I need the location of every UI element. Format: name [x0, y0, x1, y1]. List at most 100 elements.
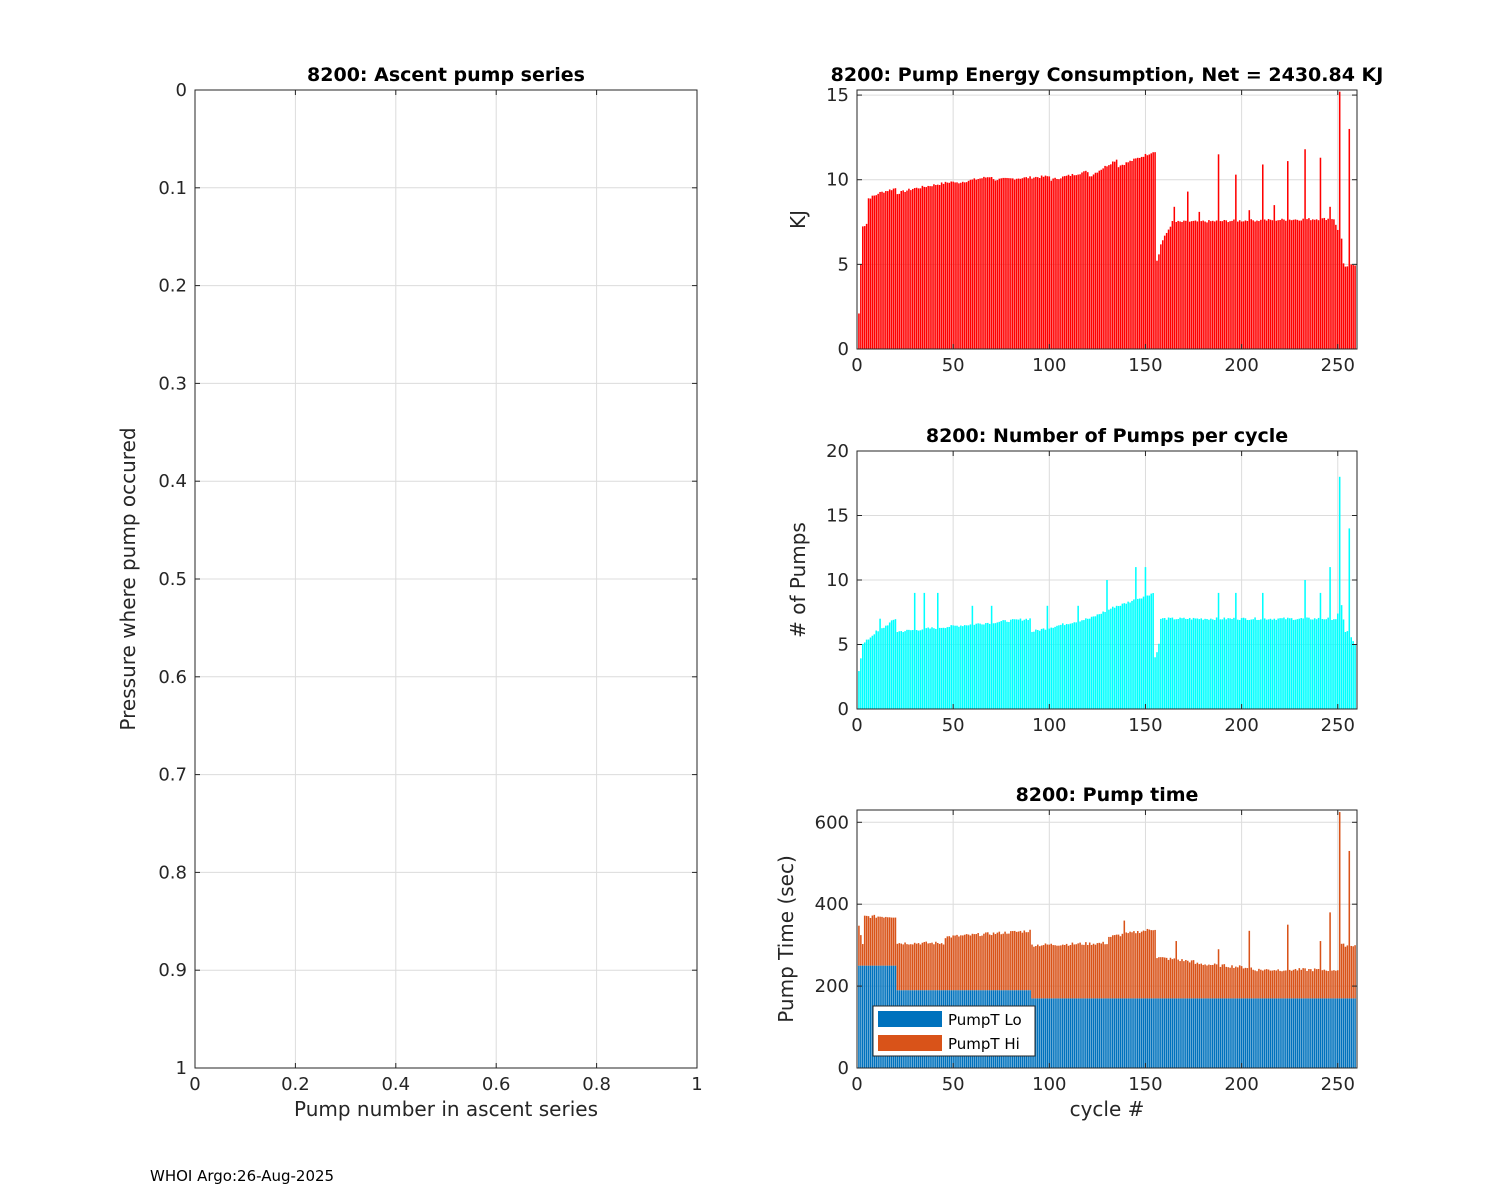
pumps-bar [969, 624, 972, 709]
pumps-bar [1108, 609, 1110, 709]
energy-bar [1156, 260, 1158, 349]
pumptime-bar-lo [1138, 998, 1141, 1068]
pumptime-bar-lo [1262, 998, 1264, 1068]
pumps-bar [1317, 617, 1320, 709]
pumptime-bar-hi [1108, 936, 1110, 999]
pumptime-bar-lo [1090, 998, 1093, 1068]
pumptime-bar-lo [1308, 998, 1310, 1068]
pumps-bar [1002, 620, 1004, 709]
pumptime-bar-hi [1146, 928, 1149, 999]
pumptime-bar-hi [1113, 935, 1116, 999]
ascent-xtick-label: 1 [691, 1074, 702, 1095]
pumps-bar [1187, 619, 1189, 709]
pumps-bar [862, 643, 864, 709]
pumps-bar [1075, 622, 1077, 709]
energy-bar [913, 188, 916, 349]
energy-bar [1158, 254, 1160, 349]
energy-bar [1340, 238, 1343, 349]
pumps-bar [898, 631, 901, 709]
pumptime-bar-lo [1252, 998, 1254, 1068]
pumptime-bar-lo [1054, 998, 1056, 1068]
energy-bar [908, 188, 910, 349]
pumps-bar [1000, 621, 1002, 709]
energy-xtick-label: 0 [851, 355, 862, 376]
pumptime-bar-hi [1277, 969, 1279, 999]
pumptime-bar-lo [1352, 998, 1354, 1068]
energy-bar [1090, 176, 1093, 349]
ascent-xlabel: Pump number in ascent series [294, 1097, 598, 1121]
energy-bar [1094, 172, 1097, 349]
pumps-bar [917, 630, 920, 709]
pumptime-bar-hi [896, 943, 899, 991]
energy-bar [1221, 221, 1224, 349]
pumptime-bar-hi [988, 934, 991, 991]
pumps-bar [913, 592, 916, 709]
pumps-bar [873, 634, 876, 709]
pumptime-bar-hi [977, 933, 979, 991]
pumptime-bar-hi [1313, 968, 1316, 999]
energy-bar [948, 182, 951, 349]
ascent-frame: 0 0.2 0.4 0.6 0.8 100.10.20.30.40.50.60.70.80… [116, 64, 703, 1121]
pumptime-bar-hi [1179, 961, 1181, 999]
energy-bar [1354, 265, 1356, 349]
pumptime-bar-hi [927, 943, 929, 991]
pumptime-bar-hi [1063, 945, 1066, 999]
pumps-bar [990, 605, 993, 709]
pumps-bar [1237, 619, 1239, 709]
pumps-bar [1287, 617, 1289, 709]
pumps-bar [1231, 618, 1233, 709]
pumptime-bar-hi [879, 916, 881, 966]
pumps-bar [1337, 613, 1339, 709]
pumptime-bar-hi [1181, 959, 1183, 999]
pumps-bar [892, 619, 895, 709]
pumps-bar [1148, 595, 1151, 709]
pumps-bar [1304, 580, 1306, 709]
energy-bar [1137, 157, 1139, 349]
pumps-bar [1213, 619, 1216, 709]
pumps-bar [988, 623, 991, 709]
pumptime-bar-lo [1338, 998, 1341, 1068]
pumps-bar [919, 630, 922, 709]
pumptime-bar-hi [1106, 944, 1108, 999]
pumptime-bar-lo [1340, 998, 1343, 1068]
pumps-bar [1248, 619, 1251, 709]
pumptime-xtick-label: 200 [1224, 1074, 1258, 1095]
energy-bar [927, 185, 929, 349]
pumptime-xtick-label: 0 [851, 1074, 862, 1095]
pumptime-bar-hi [1010, 931, 1012, 991]
ascent-title: 8200: Ascent pump series [307, 64, 585, 86]
energy-bar [1106, 166, 1108, 349]
pumptime-bar-lo [1071, 998, 1074, 1068]
pumptime-bar-hi [1008, 933, 1010, 991]
pumptime-bar-hi [908, 944, 910, 991]
pumptime-bar-hi [1073, 944, 1076, 999]
energy-bar [1292, 219, 1295, 349]
pumps-bar [1090, 616, 1093, 709]
pumptime-bar-lo [1313, 998, 1316, 1068]
pumps-bar [1040, 628, 1043, 709]
pumptime-bar-hi [923, 941, 926, 991]
pumptime-bar-lo [1046, 998, 1049, 1068]
pumptime-bar-hi [998, 931, 1001, 991]
energy-bar [1296, 219, 1299, 349]
energy-bar [1215, 220, 1218, 349]
pumps-bar [1206, 619, 1208, 709]
pumptime-bar-hi [1077, 943, 1079, 999]
pumptime-bar-lo [1081, 998, 1083, 1068]
pumps-bar [867, 639, 870, 709]
pumps-bar [1223, 617, 1226, 709]
pumps-bar [1183, 617, 1185, 709]
pumptime-bar-hi [1110, 936, 1112, 999]
energy-bar [1327, 218, 1329, 349]
pumptime-bar-lo [1304, 998, 1306, 1068]
energy-bar [942, 183, 945, 349]
pumptime-bar-hi [1185, 959, 1187, 999]
pumptime-bar-lo [1260, 998, 1262, 1068]
pumptime-bar-hi [1250, 967, 1252, 999]
pumptime-bar-lo [1154, 998, 1156, 1068]
energy-bar [898, 193, 901, 349]
energy-bar [1208, 220, 1210, 349]
pumps-bar [1250, 619, 1252, 709]
pumptime-bar-hi [1327, 971, 1329, 999]
energy-bar [1063, 176, 1066, 349]
